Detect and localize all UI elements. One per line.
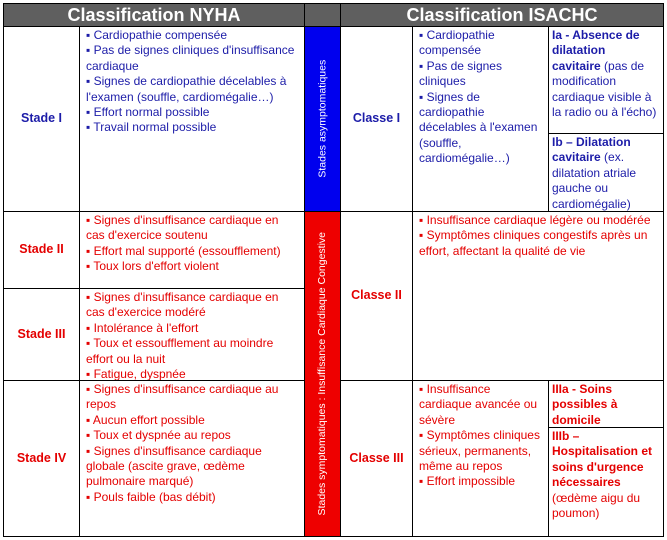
subclass-title: Ia - Absence de dilatation cavitaire bbox=[552, 28, 640, 73]
band-header bbox=[304, 3, 341, 27]
classe-3b: IIIb – Hospitalisation et soins d'urgenc… bbox=[548, 427, 664, 537]
stade-2-description: ▪ Signes d'insuffisance cardiaque en cas… bbox=[79, 211, 305, 289]
subclass-title: IIIb – Hospitalisation et soins d'urgenc… bbox=[552, 429, 653, 490]
list-item: ▪ Symptômes cliniques sérieux, permanent… bbox=[419, 428, 540, 474]
stade-3-label: Stade III bbox=[3, 288, 80, 381]
list-item: ▪ Toux et essoufflement au moindre effor… bbox=[86, 336, 274, 366]
list-item: ▪ Signes d'insuffisance cardiaque au rep… bbox=[86, 382, 279, 412]
list-item: ▪ Pas de signes cliniques bbox=[419, 58, 502, 89]
stade-1-description: ▪ Cardiopathie compensée ▪ Pas de signes … bbox=[79, 26, 305, 212]
subclass-text: (œdème aigu du poumon) bbox=[552, 490, 641, 521]
list-item: ▪ Signes d'insuffisance cardiaque en cas… bbox=[86, 290, 279, 320]
list-item: ▪ Insuffisance cardiaque légère ou modér… bbox=[419, 213, 651, 227]
stade-4-description: ▪ Signes d'insuffisance cardiaque au rep… bbox=[79, 380, 305, 537]
stade-4-label: Stade IV bbox=[3, 380, 80, 537]
asymptomatic-band: Stades asymptomatiques bbox=[304, 26, 341, 212]
classe-3a: IIIa - Soins possibles à domicile bbox=[548, 380, 664, 428]
classe-2-label: Classe II bbox=[340, 211, 413, 381]
classe-1-description: ▪ Cardiopathie compensée ▪ Pas de signes … bbox=[412, 26, 549, 212]
list-item: ▪ Effort mal supporté (essoufflement) bbox=[86, 243, 281, 258]
classe-3-label: Classe III bbox=[340, 380, 413, 537]
subclass-title: Ib – Dilatation cavitaire bbox=[552, 135, 631, 165]
classe-2-description: ▪ Insuffisance cardiaque légère ou modér… bbox=[412, 211, 664, 381]
list-item: ▪ Signes de cardiopathie décelables à l'… bbox=[419, 89, 538, 166]
list-item: ▪ Effort impossible bbox=[419, 474, 516, 489]
subclass-title: IIIa - Soins possibles à domicile bbox=[552, 382, 618, 427]
nyha-header: Classification NYHA bbox=[3, 3, 305, 27]
list-item: ▪ Fatigue, dyspnée bbox=[86, 367, 186, 382]
symptomatic-band: Stades symptomatiques : Insuffisance Car… bbox=[304, 211, 341, 537]
subclass-text: (pas de modification cardiaque visible à… bbox=[552, 58, 657, 120]
list-item: ▪ Intolérance à l'effort bbox=[86, 320, 199, 335]
list-item: ▪ Pouls faible (bas débit) bbox=[86, 489, 216, 504]
list-item: ▪ Travail normal possible bbox=[86, 120, 217, 135]
list-item: ▪ Signes de cardiopathie décelables à l'… bbox=[86, 74, 287, 104]
isachc-header: Classification ISACHC bbox=[340, 3, 664, 27]
list-item: ▪ Cardiopathie compensée bbox=[86, 28, 228, 42]
stade-3-description: ▪ Signes d'insuffisance cardiaque en cas… bbox=[79, 288, 305, 381]
stade-1-label: Stade I bbox=[3, 26, 80, 212]
classe-1a: Ia - Absence de dilatation cavitaire (pa… bbox=[548, 26, 664, 134]
list-item: ▪ Symptômes cliniques congestifs après u… bbox=[419, 228, 648, 258]
band-label: Stades symptomatiques : Insuffisance Car… bbox=[315, 232, 328, 516]
list-item: ▪ Signes d'insuffisance cardiaque en cas… bbox=[86, 213, 279, 243]
list-item: ▪ Cardiopathie compensée bbox=[419, 28, 495, 58]
list-item: ▪ Pas de signes cliniques d'insuffisance… bbox=[86, 43, 295, 73]
band-label: Stades asymptomatiques bbox=[315, 60, 328, 178]
classe-1b: Ib – Dilatation cavitaire (ex. dilatatio… bbox=[548, 133, 664, 212]
list-item: ▪ Signes d'insuffisance cardiaque global… bbox=[86, 443, 262, 489]
stade-2-label: Stade II bbox=[3, 211, 80, 289]
classe-3-description: ▪ Insuffisance cardiaque avancée ou sévè… bbox=[412, 380, 549, 537]
list-item: ▪ Effort normal possible bbox=[86, 105, 210, 120]
list-item: ▪ Aucun effort possible bbox=[86, 412, 205, 427]
list-item: ▪ Toux lors d'effort violent bbox=[86, 259, 219, 274]
subclass-text: (ex. dilatation atriale gauche ou cardio… bbox=[552, 150, 637, 211]
list-item: ▪ Insuffisance cardiaque avancée ou sévè… bbox=[419, 382, 538, 427]
classe-1-label: Classe I bbox=[340, 26, 413, 212]
list-item: ▪ Toux et dyspnée au repos bbox=[86, 428, 231, 443]
